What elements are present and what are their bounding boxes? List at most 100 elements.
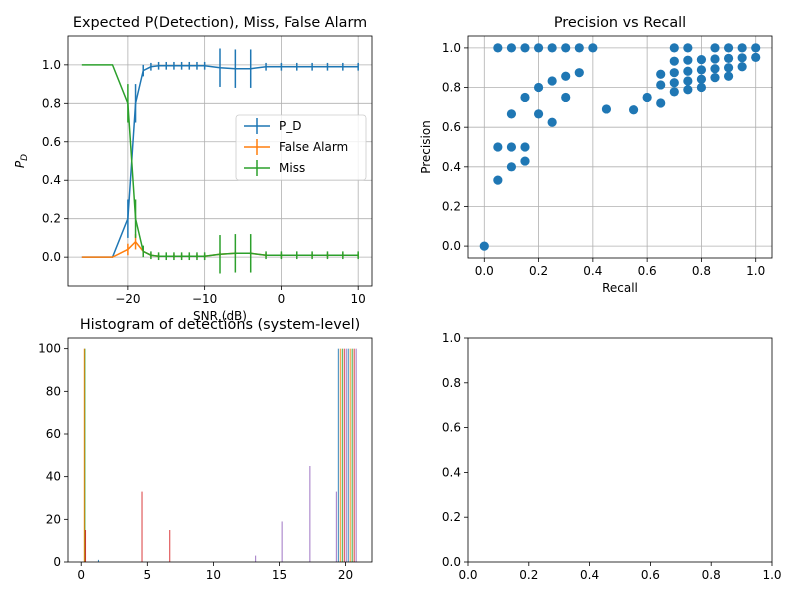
scatter-point	[683, 76, 693, 86]
scatter-point	[710, 73, 720, 83]
y-tick-label: 0.4	[42, 173, 61, 187]
x-tick-label: 0.2	[519, 568, 538, 582]
y-tick-label: 0	[53, 555, 61, 569]
scatter-point	[493, 43, 503, 53]
y-tick-label: 0.0	[442, 239, 461, 253]
x-tick-label: 10	[206, 568, 221, 582]
y-tick-label: 0.6	[442, 120, 461, 134]
scatter-point	[642, 92, 652, 103]
scatter-point	[493, 175, 503, 185]
scatter-point	[561, 71, 571, 81]
histogram-bar	[349, 348, 351, 562]
x-tick-label: 0	[278, 292, 286, 306]
plot-data	[479, 43, 761, 251]
histogram-bar	[339, 348, 341, 562]
scatter-point	[533, 82, 544, 93]
x-tick-label: 0.8	[692, 264, 711, 278]
scatter-point	[506, 43, 517, 53]
scatter-point	[520, 92, 530, 103]
scatter-point	[669, 78, 679, 88]
scatter-point	[751, 52, 761, 63]
scatter-point	[696, 65, 707, 75]
histogram-bar	[281, 521, 283, 562]
x-tick-label: −10	[192, 292, 217, 306]
y-tick-label: 60	[46, 427, 61, 441]
scatter-point	[506, 142, 517, 152]
axes-frame	[67, 337, 373, 563]
y-tick-label: 0.8	[442, 376, 461, 390]
x-tick-label: 0.0	[475, 264, 494, 278]
y-axis-label: Precision	[419, 120, 433, 174]
histogram-bar	[97, 559, 99, 562]
x-tick-label: 0.6	[638, 264, 657, 278]
panel-detection-histogram: 0 5 10 15 20 0 20 40 60 80 100 Histogram of detecti…	[38, 317, 373, 582]
axes-frame	[467, 337, 773, 563]
legend-label: P_D	[279, 119, 301, 133]
x-tick-label: 0.2	[529, 264, 548, 278]
axes-frame	[67, 35, 373, 287]
scatter-point	[561, 92, 571, 103]
x-tick-label: 5	[143, 568, 151, 582]
scatter-point	[669, 43, 679, 53]
y-tick-label: 0.2	[442, 510, 461, 524]
y-tick-label: 0.6	[42, 135, 61, 149]
y-tick-label: 40	[46, 470, 61, 484]
y-tick-label: 20	[46, 512, 61, 526]
x-axis-label: Recall	[602, 281, 638, 295]
histogram-bar	[255, 555, 257, 562]
scatter-point	[669, 68, 679, 78]
scatter-point	[751, 43, 761, 53]
scatter-point	[547, 117, 557, 127]
axes-frame	[467, 35, 773, 259]
scatter-point	[588, 43, 598, 53]
scatter-point	[737, 62, 747, 72]
scatter-point	[710, 43, 720, 53]
x-tick-label: 1.0	[746, 264, 765, 278]
histogram-bar	[341, 348, 343, 562]
panel-empty-axes: 0.0 0.2 0.4 0.6 0.8 1.0 0.0 0.2 0.4 0.6 0.8 1.0	[442, 331, 782, 582]
scatter-point	[723, 53, 734, 63]
x-tick-label: 0.4	[583, 264, 602, 278]
scatter-point	[683, 85, 693, 95]
histogram-bar	[169, 530, 171, 562]
scatter-point	[533, 43, 544, 53]
series-line-p-d	[81, 65, 359, 258]
x-tick-label: 0.4	[580, 568, 599, 582]
y-tick-label: 0.2	[42, 212, 61, 226]
scatter-point	[520, 156, 530, 166]
legend-label: False Alarm	[279, 140, 348, 154]
histogram-bar	[355, 348, 357, 562]
scatter-point	[574, 43, 584, 53]
y-tick-label: 0.0	[442, 555, 461, 569]
histogram-bar	[83, 348, 85, 562]
scatter-point	[479, 241, 489, 251]
scatter-point	[533, 109, 544, 119]
histogram-bar	[347, 348, 349, 562]
histogram-bar	[335, 491, 337, 562]
scatter-point	[723, 63, 734, 73]
x-tick-label: 20	[338, 568, 353, 582]
plot-data	[83, 348, 357, 562]
chart-title: Precision vs Recall	[554, 15, 686, 31]
histogram-bar	[351, 348, 353, 562]
plot-data	[81, 48, 359, 274]
scatter-point	[506, 162, 517, 172]
panel-precision-recall: 0.0 0.2 0.4 0.6 0.8 1.0 0.0 0.2 0.4 0.6 0.8 1.0 Prec…	[419, 15, 773, 295]
histogram-bar	[309, 466, 311, 562]
scatter-point	[723, 43, 734, 53]
legend-frame	[235, 114, 367, 181]
scatter-point	[656, 98, 666, 108]
y-tick-label: 0.2	[442, 199, 461, 213]
x-tick-label: 15	[272, 568, 287, 582]
histogram-bar	[141, 491, 143, 562]
y-tick-label: 0.8	[42, 96, 61, 110]
scatter-point	[683, 43, 693, 53]
scatter-point	[574, 68, 584, 78]
scatter-point	[669, 87, 679, 97]
scatter-point	[710, 54, 720, 64]
y-tick-label: 1.0	[442, 331, 461, 345]
chart-title: Histogram of detections (system-level)	[80, 317, 360, 333]
legend: P_D False Alarm Miss	[235, 114, 367, 181]
